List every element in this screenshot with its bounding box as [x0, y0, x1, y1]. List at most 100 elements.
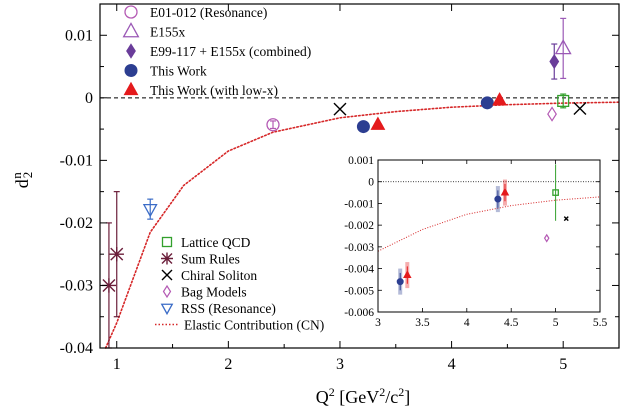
inset-y-tick-label: -0.005	[344, 285, 374, 297]
inset-x-tick-label: 3	[375, 317, 381, 329]
legend-bottom-marker	[160, 303, 174, 316]
x-axis-title-part: [GeV	[335, 387, 379, 407]
x-axis-title-part: 2	[398, 385, 404, 399]
series-7	[333, 101, 587, 116]
y-tick-label: 0	[85, 90, 93, 107]
legend-bottom-label: Chiral Soliton	[181, 268, 257, 283]
elastic-curve-group	[104, 101, 620, 349]
x-tick-label: 3	[336, 356, 344, 373]
inset-x-tick-label: 4.5	[504, 317, 519, 329]
data-point	[549, 53, 560, 70]
legend-top-entry: This Work	[124, 64, 207, 79]
y-tick-label: 0.01	[65, 27, 93, 44]
legend-bottom-marker	[161, 269, 173, 281]
inset-data-point	[396, 278, 404, 286]
inset-point-group	[552, 164, 559, 221]
legend-bottom-entry: Sum Rules	[161, 252, 240, 267]
series-5	[557, 93, 570, 109]
legend-bottom-entry: Bag Models	[162, 285, 247, 300]
legend-bottom-label: Sum Rules	[181, 252, 240, 267]
inset-y-tick-label: -0.006	[344, 307, 374, 319]
data-point	[101, 278, 117, 293]
main-plot: 1 2 3 4 5 -0.04 -0.03 -0.02 -0.01 0 0.01	[60, 3, 620, 373]
inset-plot: 3 3.5 4 4.5 5 5.5 0.001 0 -0.001 -0.002 -0.003 -0.0…	[344, 155, 607, 329]
y-axis-title: d2n	[9, 172, 35, 189]
legend-bottom-label: RSS (Resonance)	[181, 301, 276, 316]
y-axis-title-sup: n	[9, 172, 24, 179]
series-9	[142, 198, 158, 220]
series-8	[547, 106, 557, 122]
inset-point-group	[543, 233, 550, 243]
x-axis-title-part: 2	[379, 385, 385, 399]
legend-bottom-marker	[161, 252, 173, 265]
y-tick-label: -0.04	[60, 340, 93, 357]
series-3	[356, 96, 494, 134]
legend-top-marker	[126, 43, 136, 59]
legend-bottom-entry: Elastic Contribution (CN)	[155, 318, 324, 333]
inset-y-tick-label: 0	[368, 177, 374, 189]
data-point	[547, 106, 557, 122]
legend-bottom-entry: Lattice QCD	[161, 235, 251, 250]
data-point	[109, 246, 124, 262]
inset-frame	[377, 159, 601, 313]
data-point	[573, 101, 587, 115]
legend-top-label: E99-117 + E155x (combined)	[150, 44, 311, 59]
legend-top-label: E01-012 (Resonance)	[150, 5, 267, 20]
data-point	[480, 96, 494, 110]
inset-x-tick-label: 3.5	[415, 317, 430, 329]
inset-x-tick-label: 5.5	[593, 317, 608, 329]
inset-data-point	[563, 216, 569, 222]
inset-background	[378, 160, 600, 312]
series-0	[266, 118, 280, 132]
legend-top-marker	[123, 81, 139, 96]
inset-point-group	[563, 216, 569, 222]
series-1	[554, 17, 572, 80]
series-2	[549, 43, 560, 80]
inset-point-group	[403, 262, 412, 289]
series-4	[370, 92, 507, 130]
inset-y-tick-label: -0.002	[344, 220, 374, 232]
inset-data-point	[500, 187, 510, 196]
legend-top-marker	[124, 5, 138, 19]
legend-bottom-label: Bag Models	[181, 285, 247, 300]
x-axis-title-part: ]	[404, 387, 410, 407]
x-tick-label: 1	[113, 356, 121, 373]
data-point	[142, 203, 158, 218]
legend-top-entry: E99-117 + E155x (combined)	[126, 43, 311, 59]
inset-point-group	[500, 179, 510, 206]
x-axis-title-part: 2	[329, 385, 335, 399]
legend-bottom-entry: RSS (Resonance)	[160, 301, 276, 316]
inset-x-tick-label: 4	[464, 317, 470, 329]
legend-top-marker	[124, 64, 138, 77]
legend-top-label: This Work	[150, 64, 207, 79]
data-point	[557, 94, 570, 107]
x-axis-title-part: /c	[385, 387, 398, 407]
legend-top-entry: E01-012 (Resonance)	[124, 5, 267, 20]
y-tick-label: -0.02	[60, 215, 93, 232]
main-plot-frame	[99, 3, 620, 349]
legend-top-entry: This Work (with low-x)	[123, 81, 278, 98]
inset-x-tick-label: 5	[553, 317, 559, 329]
legend-top-label: E155x	[150, 25, 185, 40]
data-point	[266, 118, 280, 132]
legend-bottom-label: Lattice QCD	[181, 235, 251, 250]
inset-y-tick-label: -0.003	[344, 242, 374, 254]
y-axis-title-sub: 2	[20, 172, 35, 179]
x-tick-label: 2	[224, 356, 232, 373]
inset-data-point	[403, 270, 412, 278]
legend-bottom-marker	[161, 236, 173, 248]
legend-top-entry: E155x	[122, 22, 185, 40]
inset-y-tick-label: -0.001	[344, 198, 374, 210]
inset-point-group	[494, 186, 502, 213]
data-point	[370, 116, 386, 130]
legend-top-label: This Work (with low-x)	[150, 83, 278, 98]
y-tick-label: -0.03	[60, 277, 93, 294]
legend-top-marker	[122, 22, 140, 38]
inset-data-point	[543, 233, 550, 243]
data-point	[333, 102, 347, 116]
data-point	[554, 39, 572, 55]
legend-bottom-entry: Chiral Soliton	[161, 268, 257, 283]
